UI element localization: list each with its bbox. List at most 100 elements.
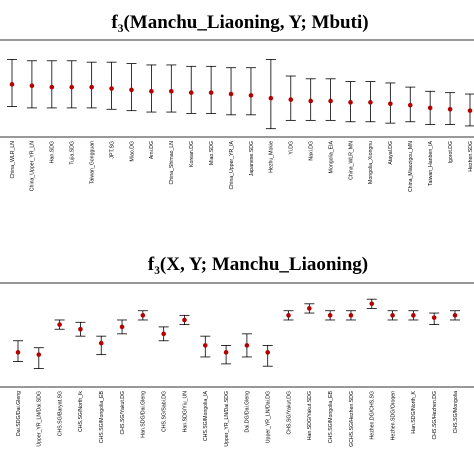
x-tick-label: Ami.DG — [149, 141, 155, 159]
data-point — [29, 83, 35, 89]
data-point — [328, 98, 333, 104]
x-tick-label: CHS.SG/Yakut.DG — [286, 391, 292, 434]
data-point — [348, 100, 353, 105]
errorbar — [262, 344, 273, 367]
errorbar — [226, 67, 237, 116]
panel-bottom-title: f₃(X, Y; Manchu_Liaoning) — [148, 254, 368, 275]
x-tick-label: Japanese.SDG — [249, 141, 255, 176]
x-tick-label: Upper_YR_LN/Dai.DG — [266, 391, 272, 443]
x-tick-label: Dai.DG/Dai.Gleng — [245, 391, 251, 433]
errorbar — [96, 335, 107, 356]
x-tick-label: JPT.SG — [109, 141, 115, 159]
errorbar — [106, 61, 117, 110]
data-point — [308, 98, 313, 104]
x-tick-label: Han.SDG/Yakut.SDG — [307, 391, 313, 440]
panel-top-frame — [0, 39, 474, 138]
x-tick-label: Hezhen.SDG/Oroqen — [390, 391, 396, 440]
data-point — [89, 84, 94, 90]
x-tick-label: Miao.SDG — [209, 141, 215, 165]
data-point — [427, 105, 433, 111]
x-tick-label: China_WLR_MN — [348, 141, 354, 180]
data-point — [369, 301, 375, 307]
data-point — [109, 86, 114, 91]
panel-top: f₃(Manchu_Liaoning, Y; Mbuti) China_WLR_… — [0, 12, 474, 192]
x-tick-label: Mongolia_Xiongnu — [368, 141, 374, 184]
data-point — [129, 87, 134, 93]
data-point — [149, 88, 154, 94]
x-tick-label: CHS.SG/North_Ik — [78, 391, 84, 432]
x-tick-label: Hezhu_Mokie — [269, 141, 275, 173]
x-tick-label: Upper_YR_LN/Dai.SDG — [37, 391, 43, 447]
data-point — [265, 350, 271, 355]
data-point — [182, 317, 187, 323]
x-tick-label: Han.SDG/Dai.Gleng — [141, 391, 147, 438]
x-tick-label: Mongolia_EIA — [328, 140, 334, 173]
panel-bottom-frame — [0, 282, 474, 388]
x-tick-label: Hezhen.DG/CHS.SG — [370, 391, 376, 439]
panel-bottom-points — [15, 301, 458, 357]
x-tick-label: Yi.DG — [289, 141, 295, 155]
data-point — [348, 313, 354, 318]
data-point — [36, 352, 42, 357]
x-tick-label: CHS.SG/Baryat.SG — [57, 391, 63, 436]
data-point — [140, 313, 146, 318]
errorbar — [245, 67, 256, 116]
data-point — [49, 84, 55, 90]
data-point — [244, 343, 250, 348]
panel-top-title: f₃(Manchu_Liaoning, Y; Mbuti) — [111, 12, 368, 33]
x-tick-label: China_Upper_YR_LN — [30, 141, 36, 191]
data-point — [447, 106, 453, 112]
errorbar — [206, 65, 217, 114]
x-tick-label: Tujia.SDG — [70, 141, 76, 165]
data-point — [169, 88, 174, 94]
data-point — [307, 306, 312, 311]
data-point — [9, 82, 15, 87]
data-point — [208, 90, 214, 95]
data-point — [15, 350, 21, 355]
errorbar — [33, 347, 44, 369]
panel-top-errorbars — [7, 59, 474, 130]
panel-bottom-tick-labels: Dai.SDG/Dai.Gleng Upper_YR_LN/Dai.SDG CHS.… — [16, 390, 459, 446]
data-point — [327, 313, 333, 318]
data-point — [431, 315, 437, 320]
data-point — [69, 84, 75, 90]
data-point — [288, 97, 294, 102]
x-tick-label: CHS.SG/Mongolia_EB — [328, 390, 334, 443]
data-point — [286, 313, 291, 318]
data-point — [98, 340, 104, 346]
data-point — [228, 91, 234, 97]
x-tick-label: Igorot.DG — [448, 141, 454, 164]
x-tick-label: CHS.SG/Mongolia_IA — [203, 390, 209, 441]
x-tick-label: Hezhen.SDG — [468, 141, 474, 172]
x-tick-label: CHS.SG/Mongolia — [453, 391, 459, 433]
x-tick-label: Han.SDG/North_K — [411, 390, 417, 433]
x-tick-label: CHS.SG/Mongolia_EB — [99, 390, 105, 443]
data-point — [390, 313, 395, 318]
x-tick-label: CHS.SG/Yakut.DG — [120, 391, 126, 434]
data-point — [78, 326, 83, 332]
x-tick-label: China_Shimao_LN — [169, 141, 175, 185]
errorbar — [221, 344, 232, 365]
x-tick-label: Atayal.DG — [388, 141, 394, 165]
data-point — [248, 93, 254, 98]
data-point — [188, 90, 194, 95]
panel-top-points — [9, 82, 473, 113]
x-tick-label: Upper_YR_LN/Dai.SDG — [224, 391, 230, 447]
x-tick-label: CHS.SG/Sabi.DG — [161, 391, 167, 432]
x-tick-label: China_Upper_YR_IA — [229, 140, 235, 189]
data-point — [388, 101, 393, 107]
x-tick-label: Naxi.DG — [308, 141, 314, 161]
data-point — [452, 313, 458, 318]
data-point — [407, 102, 413, 108]
x-tick-label: Korean.DG — [189, 141, 195, 167]
data-point — [223, 350, 229, 355]
data-point — [202, 343, 208, 348]
data-point — [368, 100, 373, 105]
data-point — [268, 95, 274, 101]
x-tick-label: Dai.SDG/Dai.Gleng — [16, 391, 22, 436]
x-tick-label: GCHS.SG/Hezhen.SDG — [349, 391, 355, 447]
data-point — [161, 331, 166, 337]
data-point — [467, 108, 473, 113]
errorbar — [166, 64, 177, 113]
